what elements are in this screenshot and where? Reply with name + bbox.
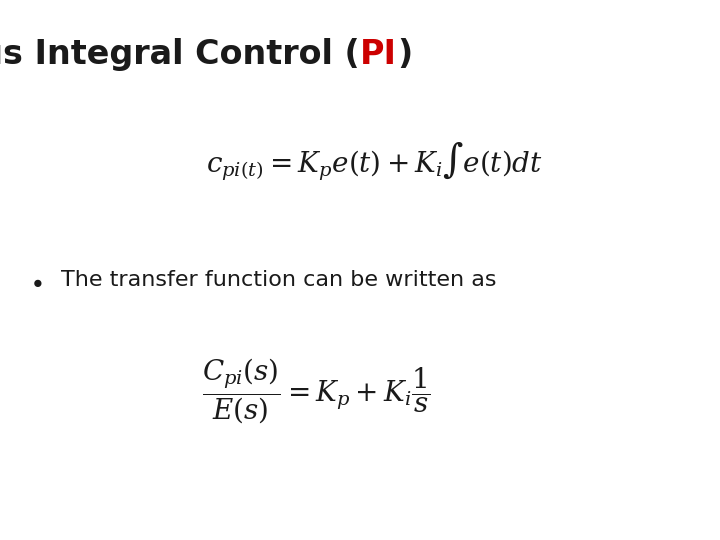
Text: The transfer function can be written as: The transfer function can be written as (61, 270, 497, 290)
Text: Proportional Plus Integral Control (: Proportional Plus Integral Control ( (0, 38, 360, 71)
Text: PI: PI (360, 38, 397, 71)
Text: $\bullet$: $\bullet$ (29, 270, 42, 294)
Text: $\dfrac{C_{pi}(s)}{E(s)} = K_p + K_i\dfrac{1}{s}$: $\dfrac{C_{pi}(s)}{E(s)} = K_p + K_i\dfr… (202, 356, 431, 426)
Text: ): ) (397, 38, 413, 71)
Text: $c_{pi(t)} = K_p e(t) + K_i \int e(t)dt$: $c_{pi(t)} = K_p e(t) + K_i \int e(t)dt$ (206, 140, 543, 183)
